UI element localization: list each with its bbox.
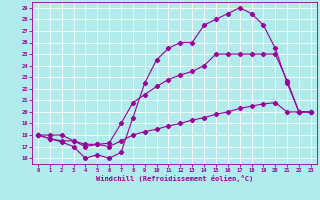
X-axis label: Windchill (Refroidissement éolien,°C): Windchill (Refroidissement éolien,°C) (96, 175, 253, 182)
